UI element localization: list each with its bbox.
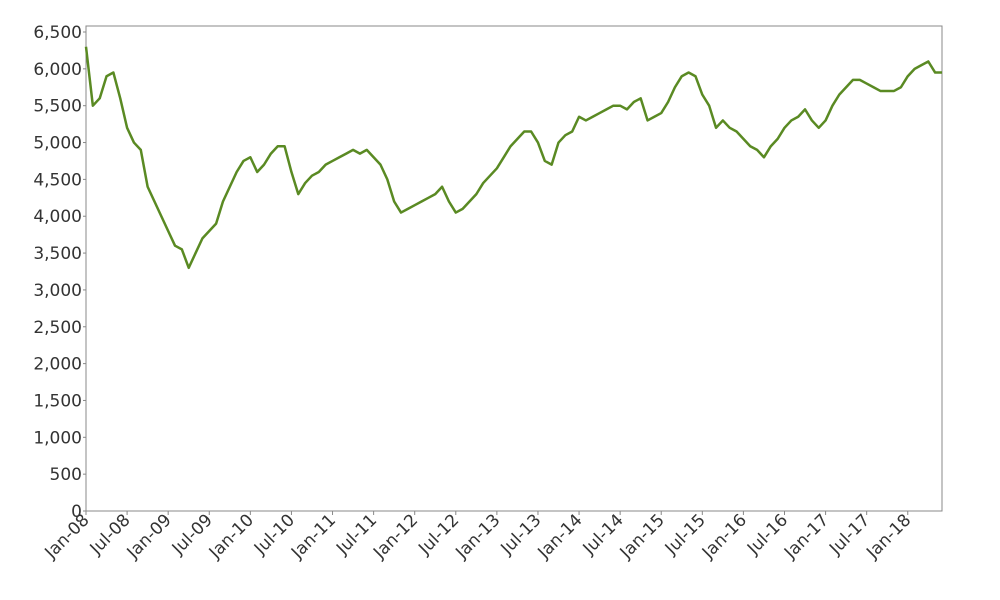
x-tick-label: Jan-08 (41, 510, 94, 563)
plot-frame (85, 25, 943, 512)
x-tick-label: Jan-09 (123, 510, 176, 563)
x-tick-label: Jan-15 (616, 510, 669, 563)
x-tick-label: Jan-14 (534, 510, 587, 563)
y-tick-label: 1,000 (33, 428, 82, 448)
x-tick-label: Jan-11 (287, 510, 340, 563)
y-tick-label: 2,000 (33, 355, 82, 375)
x-tick-label: Jan-18 (862, 510, 915, 563)
x-tick-label: Jan-17 (780, 510, 833, 563)
y-tick-label: 6,000 (33, 60, 82, 80)
y-tick-label: 3,000 (33, 281, 82, 301)
y-tick-label: 1,500 (33, 391, 82, 411)
y-tick-label: 3,500 (33, 244, 82, 264)
y-tick-label: 0 (71, 502, 82, 522)
y-tick-label: 5,000 (33, 134, 82, 154)
y-tick-label: 500 (50, 465, 82, 485)
y-tick-label: 6,500 (33, 23, 82, 43)
x-tick-label: Jan-13 (451, 510, 504, 563)
x-tick-label: Jan-16 (698, 510, 751, 563)
y-tick-label: 5,500 (33, 97, 82, 117)
y-tick-label: 4,500 (33, 170, 82, 190)
x-tick-label: Jan-12 (369, 510, 422, 563)
line (84, 46, 942, 270)
y-tick-label: 2,500 (33, 318, 82, 338)
x-tick-label: Jan-10 (205, 510, 258, 563)
y-tick-label: 4,000 (33, 207, 82, 227)
